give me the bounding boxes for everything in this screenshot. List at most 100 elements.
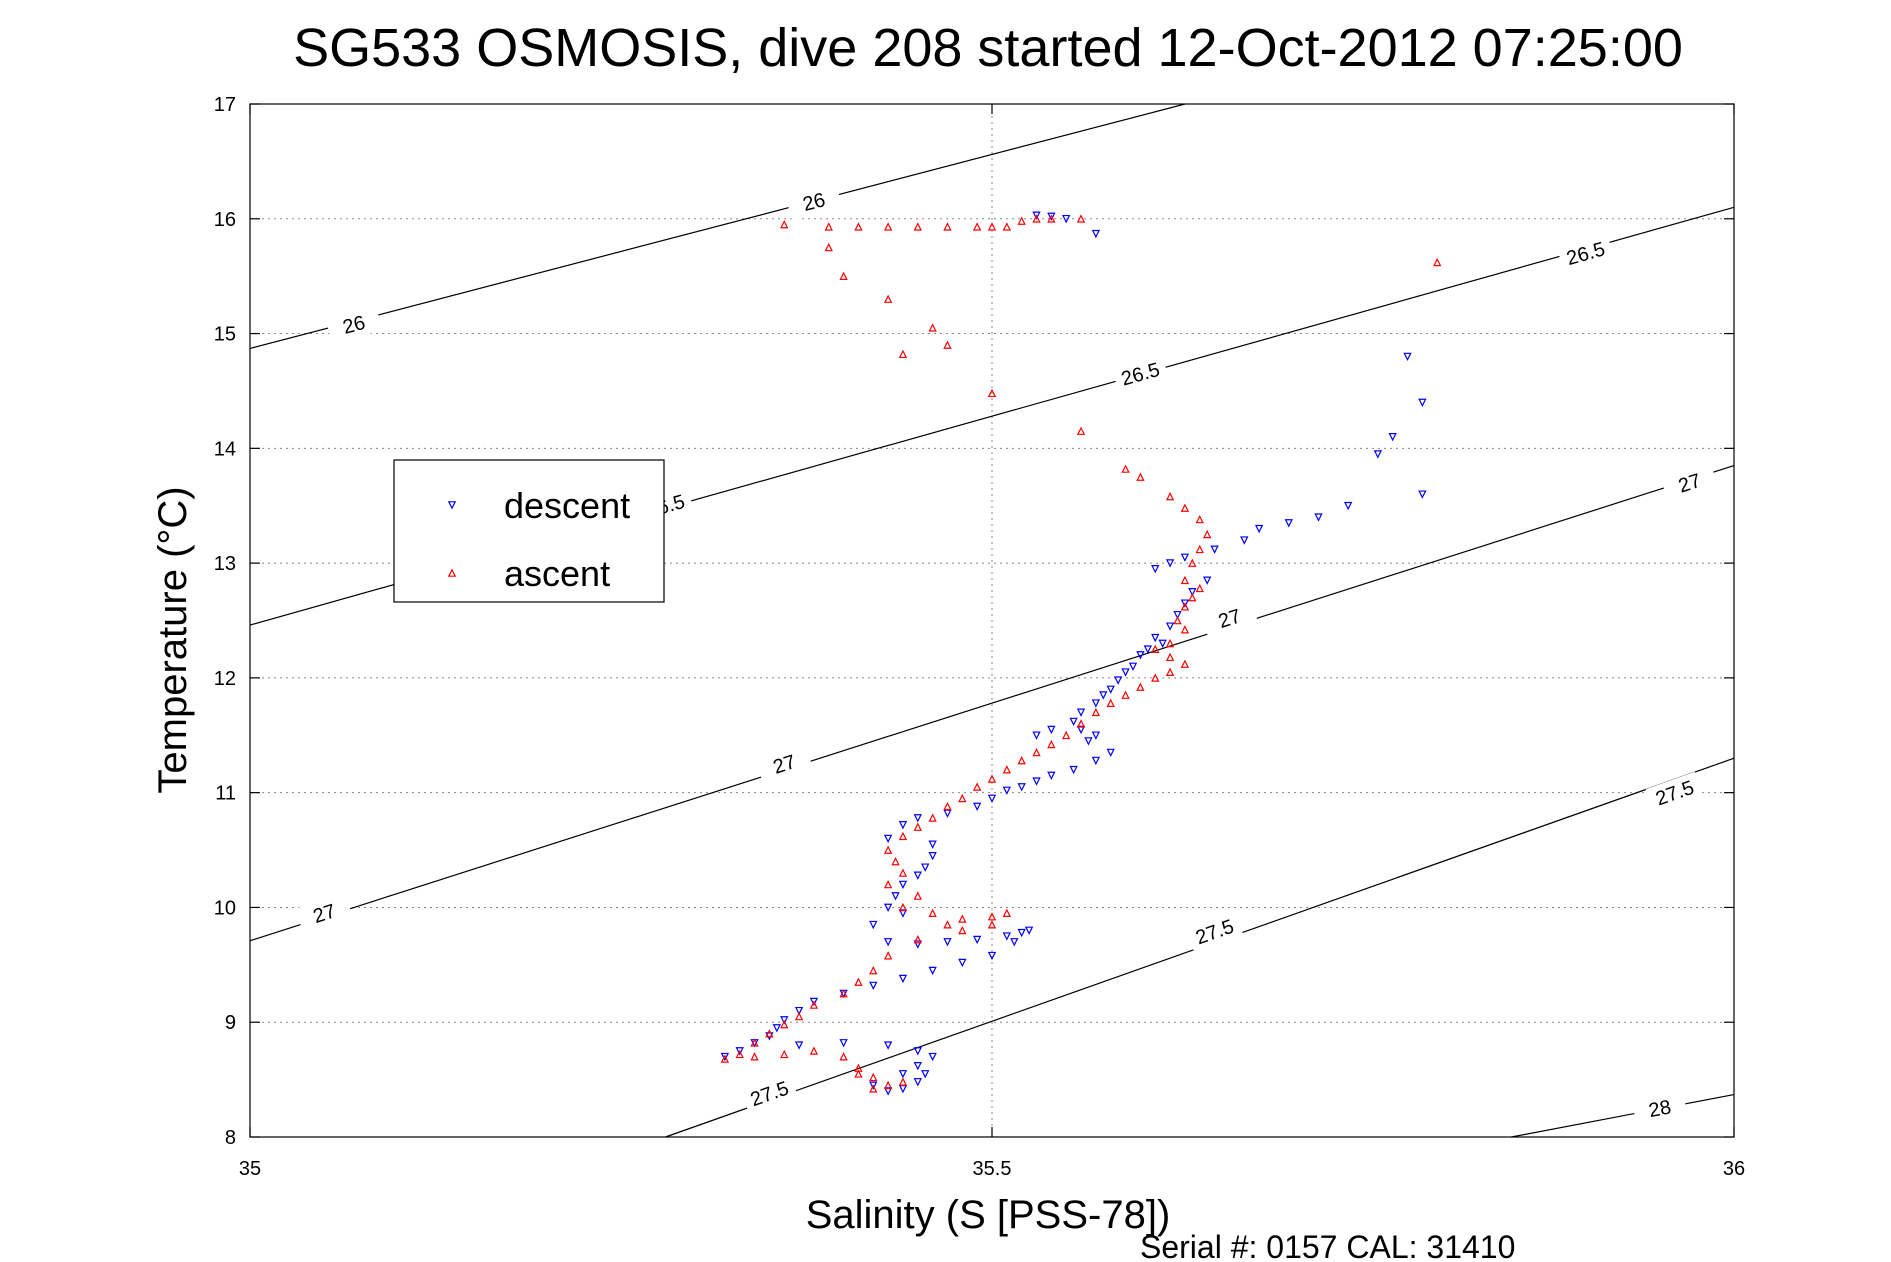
ascent-point <box>1165 491 1175 501</box>
y-tick-label: 13 <box>214 553 236 575</box>
descent-point <box>772 1024 781 1033</box>
descent-point <box>1128 662 1138 671</box>
descent-point <box>1254 524 1264 534</box>
series-descent <box>720 211 1427 1096</box>
ascent-point <box>809 1000 819 1009</box>
contour-label: 26 <box>341 312 368 339</box>
ascent-point <box>1180 659 1190 668</box>
descent-point <box>883 834 893 844</box>
descent-point <box>1032 211 1041 220</box>
ascent-point <box>1151 673 1160 682</box>
ascent-point <box>1002 765 1012 774</box>
isopycnal-line <box>249 103 1186 350</box>
ascent-point <box>1121 690 1130 699</box>
ascent-point <box>1047 739 1056 749</box>
descent-point <box>883 938 893 947</box>
descent-point <box>1099 691 1108 700</box>
descent-point <box>1203 576 1212 585</box>
ascent-point <box>898 1077 908 1086</box>
descent-point <box>1076 708 1086 717</box>
descent-point <box>1418 398 1427 407</box>
descent-point <box>1165 559 1175 568</box>
ascent-point <box>913 222 922 231</box>
legend-box <box>393 459 665 603</box>
descent-point <box>735 1047 744 1056</box>
y-axis-label: Temperature (°C) <box>151 486 195 793</box>
contour-label-bg <box>295 892 353 934</box>
descent-point <box>913 814 922 823</box>
descent-point <box>1106 685 1115 694</box>
ascent-point <box>839 988 848 998</box>
descent-point <box>921 863 930 872</box>
ascent-point <box>943 340 952 349</box>
ascent-point <box>1151 644 1160 653</box>
descent-point <box>1151 565 1160 574</box>
contour-label-bg <box>325 305 383 344</box>
ascent-point <box>1002 222 1012 231</box>
y-tick-label: 16 <box>214 209 236 231</box>
ascent-point <box>928 813 937 822</box>
descent-point <box>1002 786 1012 795</box>
descent-point <box>958 958 967 968</box>
ascent-point <box>891 856 900 866</box>
contour-label-bg <box>1111 354 1169 394</box>
descent-point <box>869 981 878 991</box>
ascent-point <box>1165 652 1175 662</box>
series-ascent <box>720 214 1442 1093</box>
descent-point <box>898 1070 908 1079</box>
ascent-point <box>883 222 893 231</box>
descent-point <box>898 880 908 890</box>
descent-point <box>987 794 997 803</box>
ascent-point <box>869 1084 878 1093</box>
descent-point <box>1121 668 1130 677</box>
descent-point <box>1032 731 1041 740</box>
ascent-point <box>1180 602 1190 611</box>
descent-point <box>928 851 937 861</box>
ascent-point <box>1195 583 1204 593</box>
ascent-point <box>720 1054 730 1063</box>
ascent-point <box>943 222 952 231</box>
descent-point <box>943 938 952 947</box>
ascent-point <box>735 1049 744 1059</box>
descent-point <box>928 1052 937 1062</box>
descent-point <box>1403 352 1412 362</box>
descent-point <box>1210 545 1219 554</box>
legend-marker-ascent <box>447 568 457 577</box>
descent-point <box>839 1039 848 1048</box>
descent-point <box>891 892 900 901</box>
descent-point <box>1180 599 1190 608</box>
ascent-point <box>824 222 833 231</box>
contour-label: 28 <box>1647 1096 1673 1122</box>
ascent-point <box>883 951 893 960</box>
descent-point <box>987 951 997 961</box>
descent-point <box>1343 501 1353 511</box>
descent-point <box>972 935 982 945</box>
ascent-point <box>1165 667 1175 676</box>
descent-point <box>1047 771 1056 780</box>
serial-cal-footer: Serial #: 0157 CAL: 31410 <box>1140 1229 1515 1262</box>
contour-label-bg <box>1631 1090 1688 1126</box>
y-tick-label: 15 <box>214 324 236 346</box>
ascent-point <box>824 242 833 252</box>
descent-point <box>883 903 893 912</box>
descent-point <box>1024 926 1034 935</box>
ascent-point <box>1106 698 1115 707</box>
descent-point <box>1017 783 1026 792</box>
ascent-point <box>883 845 893 854</box>
y-tick-label: 17 <box>214 94 236 116</box>
ascent-point <box>987 774 997 783</box>
ascent-point <box>869 1072 878 1082</box>
contour-label: 26 <box>801 189 828 216</box>
descent-point <box>1047 212 1056 222</box>
ascent-point <box>765 1029 774 1038</box>
ascent-point <box>1032 747 1041 757</box>
descent-point <box>1388 433 1397 442</box>
ascent-point <box>1002 908 1012 917</box>
descent-point <box>1084 737 1093 746</box>
ascent-point <box>1195 544 1204 554</box>
ascent-point <box>1433 257 1442 267</box>
ascent-point <box>898 902 908 912</box>
descent-point <box>913 1062 922 1071</box>
descent-point <box>1047 725 1056 735</box>
